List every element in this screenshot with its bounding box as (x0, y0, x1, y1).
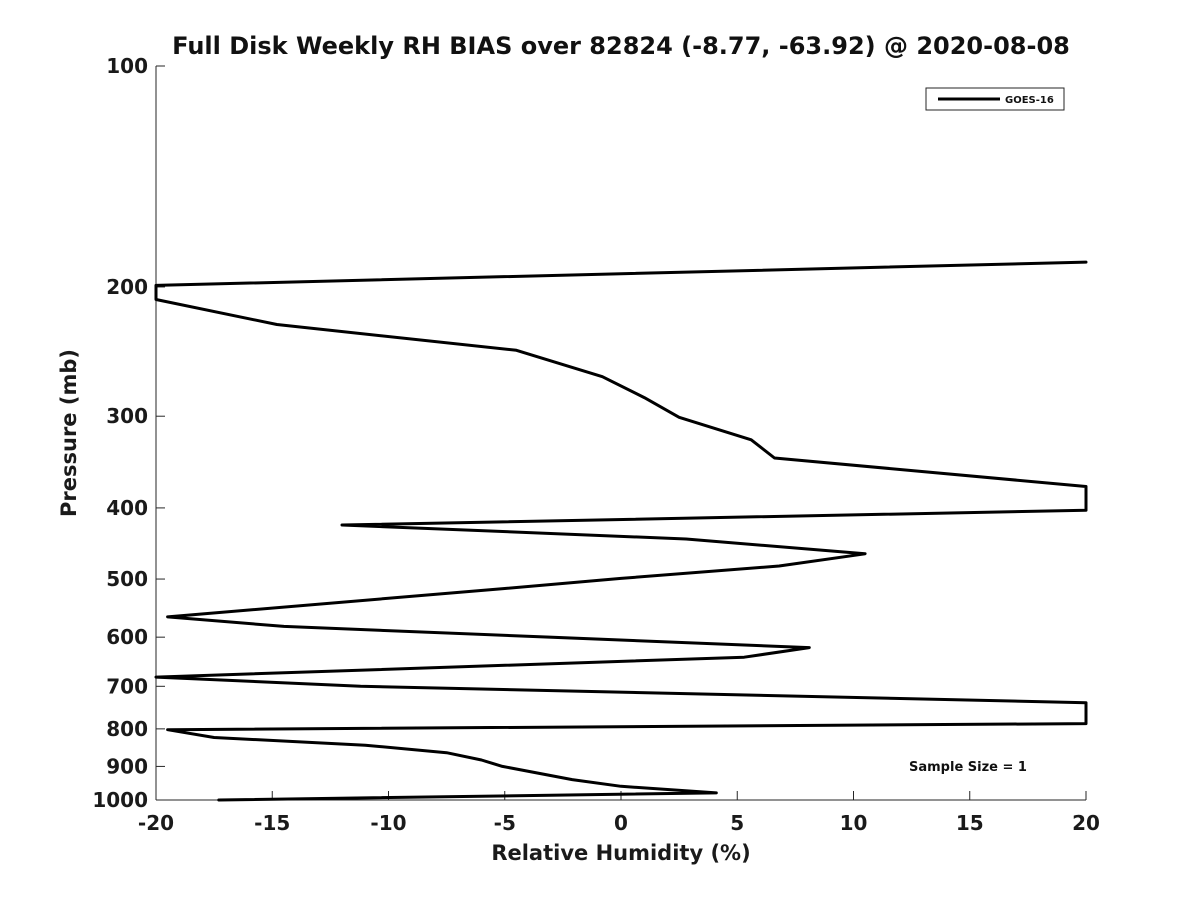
chart-title: Full Disk Weekly RH BIAS over 82824 (-8.… (172, 32, 1070, 60)
x-tick-label: -20 (138, 811, 174, 835)
y-tick-label: 100 (106, 54, 148, 78)
series-line (154, 260, 1088, 802)
legend-label: GOES-16 (1005, 95, 1054, 106)
x-tick-label: -10 (370, 811, 406, 835)
x-axis-ticks: -20 -15 -10 -5 0 5 10 15 20 (138, 791, 1100, 835)
sample-size-annotation: Sample Size = 1 (909, 760, 1027, 775)
x-axis-label: Relative Humidity (%) (491, 841, 750, 865)
x-tick-label: 5 (730, 811, 744, 835)
x-tick-label: 20 (1072, 811, 1100, 835)
x-tick-label: -15 (254, 811, 290, 835)
y-tick-label: 300 (106, 404, 148, 428)
y-tick-label: 500 (106, 567, 148, 591)
y-tick-label: 200 (106, 275, 148, 299)
y-tick-label: 800 (106, 717, 148, 741)
legend: GOES-16 (925, 87, 1065, 111)
y-tick-label: 400 (106, 496, 148, 520)
x-tick-label: 15 (956, 811, 984, 835)
y-tick-label: 700 (106, 674, 148, 698)
x-tick-label: -5 (494, 811, 516, 835)
y-axis-label: Pressure (mb) (57, 349, 81, 517)
x-tick-label: 0 (614, 811, 628, 835)
x-tick-label: 10 (840, 811, 868, 835)
y-tick-label: 1000 (92, 788, 148, 812)
y-tick-label: 900 (106, 754, 148, 778)
y-axis-ticks: 100 200 300 400 500 600 700 800 900 1000 (92, 54, 165, 812)
series-layer (154, 260, 1088, 802)
y-tick-label: 600 (106, 625, 148, 649)
